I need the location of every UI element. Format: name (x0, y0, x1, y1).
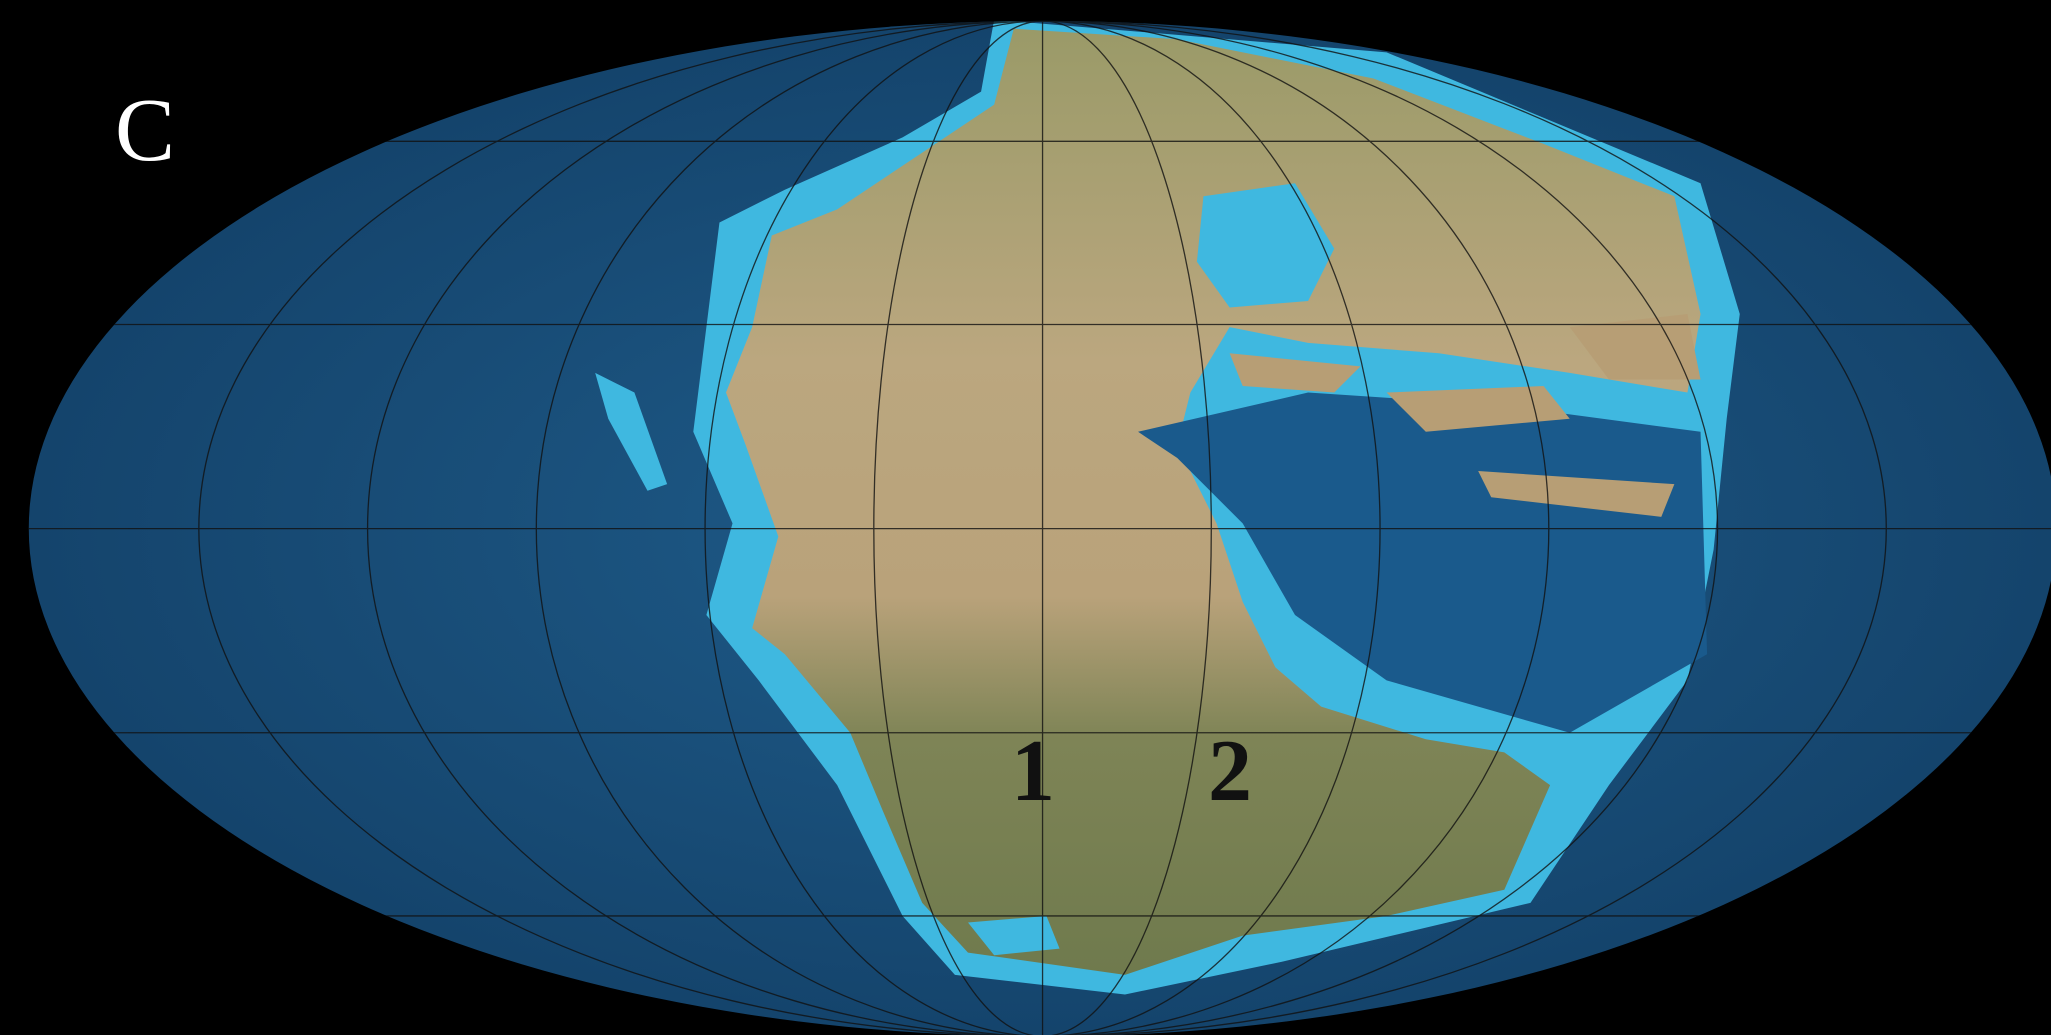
island (1229, 353, 1361, 393)
marker-label: 1 (1011, 723, 1055, 820)
landmass (725, 28, 1701, 975)
island (1478, 471, 1675, 517)
panel-label: C (115, 81, 175, 180)
inland-sea (1196, 183, 1335, 308)
marker-label: 2 (1208, 723, 1252, 820)
island (1386, 386, 1570, 432)
bay (967, 915, 1060, 956)
island (595, 372, 668, 491)
island (1569, 314, 1701, 380)
